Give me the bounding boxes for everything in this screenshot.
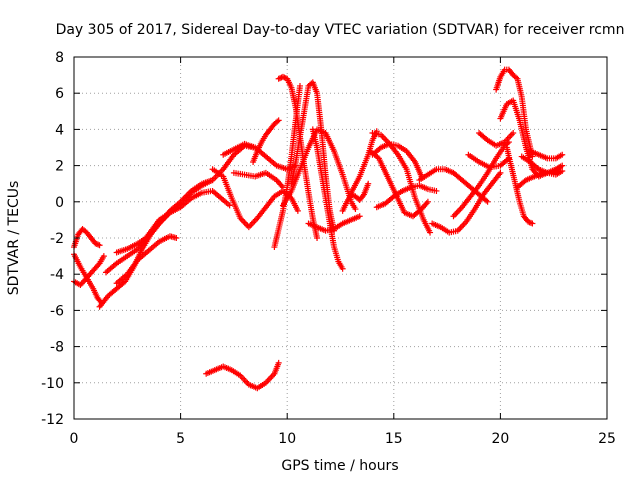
y-tick-label: 8	[55, 50, 64, 66]
data-point	[427, 229, 434, 236]
series-arc1	[71, 225, 103, 251]
y-tick-label: 2	[55, 159, 64, 175]
data-point	[277, 75, 284, 82]
data-point	[296, 82, 303, 89]
y-tick-label: -10	[41, 376, 64, 392]
chart-title: Day 305 of 2017, Sidereal Day-to-day VTE…	[56, 22, 625, 38]
x-tick-label: 5	[176, 431, 185, 447]
data-point	[510, 130, 517, 137]
series-arc32	[503, 144, 536, 227]
x-tick-label: 15	[385, 431, 403, 447]
series-arc34	[518, 153, 566, 178]
y-axis-label: SDTVAR / TECUs	[6, 181, 22, 296]
data-point	[226, 202, 233, 209]
data-point	[356, 213, 363, 220]
y-tick-label: 4	[55, 122, 64, 138]
plot-frame	[73, 56, 608, 420]
data-point	[275, 359, 282, 366]
series-arc4	[96, 142, 257, 310]
grid-layer	[74, 57, 607, 419]
series-arc26	[429, 169, 504, 236]
x-axis-label: GPS time / hours	[281, 458, 398, 474]
series-arc17	[305, 213, 363, 234]
data-point	[424, 198, 431, 205]
data-point	[365, 180, 372, 187]
series-arc30	[493, 66, 536, 160]
series-arc10	[230, 169, 286, 191]
data-point	[173, 235, 180, 241]
series-arc35	[527, 148, 566, 162]
data-point	[484, 198, 491, 205]
data-point	[529, 220, 536, 227]
series-arc11	[250, 117, 282, 165]
y-tick-label: 6	[55, 86, 64, 102]
data-point	[339, 265, 346, 272]
series-arc28	[465, 151, 512, 171]
data-point	[559, 151, 566, 158]
data-point	[314, 235, 321, 241]
data-point	[433, 187, 440, 194]
data-point	[100, 253, 107, 260]
data-point	[352, 206, 359, 213]
x-tick-label: 10	[278, 431, 296, 447]
series-arc29	[476, 130, 517, 149]
series-arc7	[113, 177, 216, 256]
series-arc24	[373, 182, 440, 211]
y-tick-label: 0	[55, 195, 64, 211]
data-point	[281, 74, 288, 81]
series-arc18	[309, 126, 346, 272]
series-arc6	[113, 233, 180, 287]
series-arc12	[203, 359, 282, 392]
data-point	[294, 207, 301, 214]
y-tick-label: -6	[50, 303, 64, 319]
x-tick-label: 20	[491, 431, 509, 447]
series-arc20	[348, 128, 380, 196]
series-arc33	[514, 164, 564, 191]
data-point	[359, 192, 366, 199]
y-tick-label: -12	[41, 412, 64, 428]
series-arc5	[102, 187, 233, 276]
series-arc19	[339, 180, 372, 214]
data-points-layer	[71, 66, 566, 392]
ticks-layer	[73, 56, 608, 420]
data-point	[275, 117, 282, 124]
series-arc25	[416, 166, 491, 205]
x-tick-label: 0	[70, 431, 79, 447]
x-tick-label: 25	[598, 431, 616, 447]
series-arc16	[279, 126, 359, 213]
y-tick-label: -8	[50, 340, 64, 356]
data-point	[209, 177, 216, 184]
data-point	[559, 168, 566, 175]
data-point	[497, 169, 504, 176]
y-tick-label: -4	[50, 267, 64, 283]
data-point	[96, 242, 103, 249]
y-tick-label: -2	[50, 231, 64, 247]
tick-labels-layer: 0 5 10 15 20 25 -12 -10 -8 -6 -4 -2 0 2 4 6 8	[41, 50, 616, 447]
